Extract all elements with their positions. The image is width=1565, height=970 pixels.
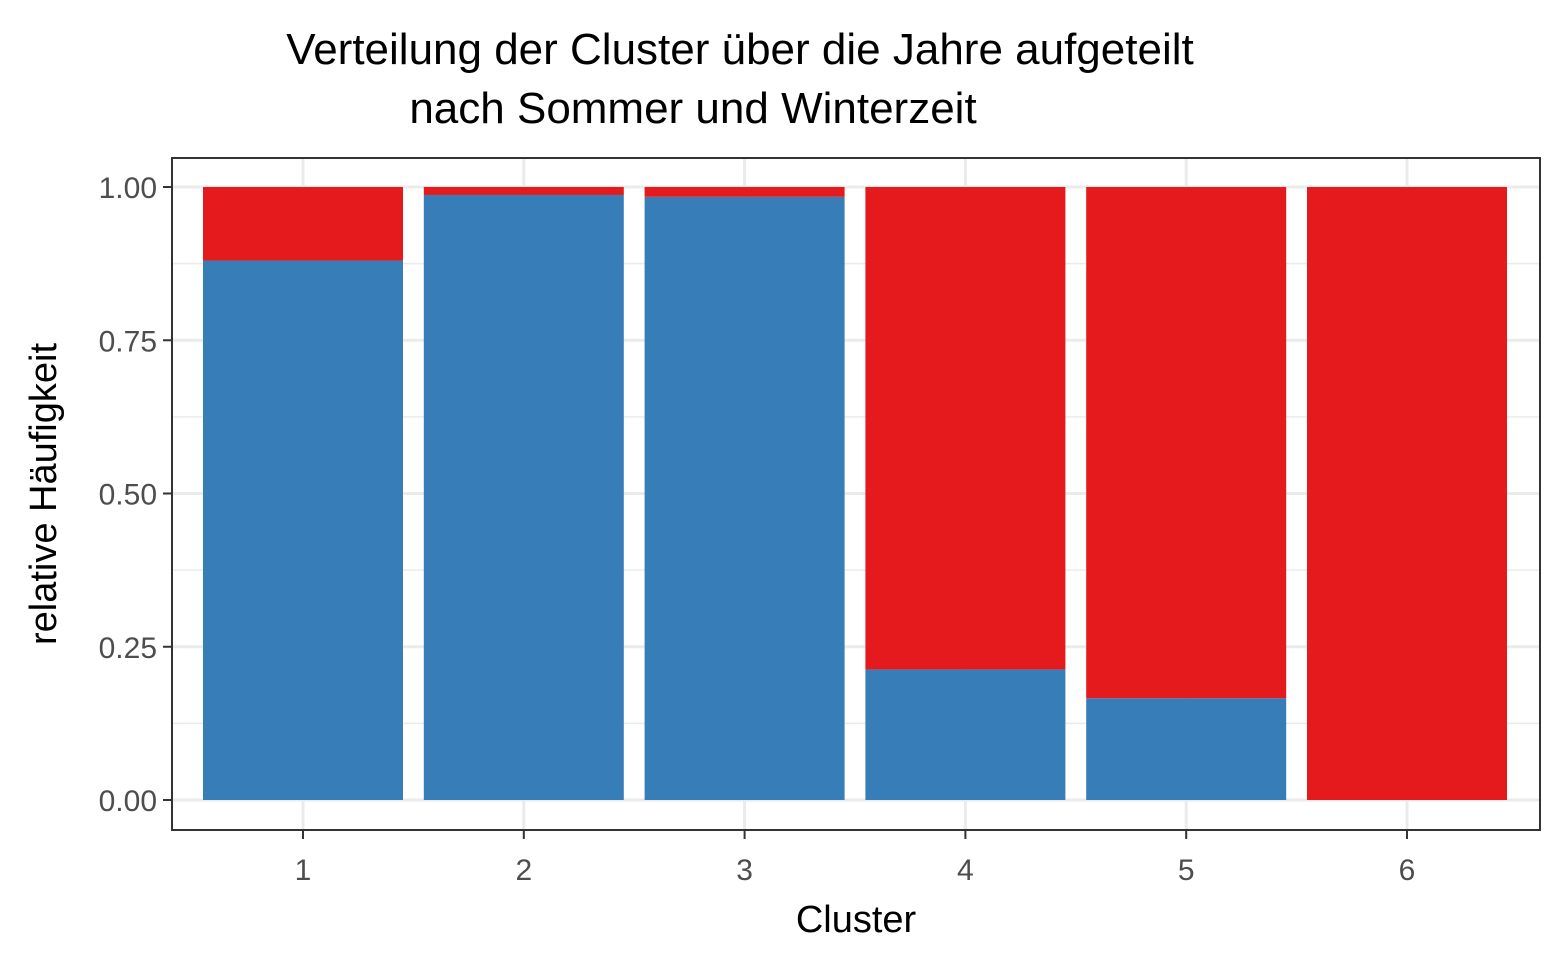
bar-segment-cluster-3-series-1: [644, 196, 845, 801]
y-tick-label: 0.50: [99, 479, 157, 512]
x-tick-label: 5: [1178, 854, 1195, 887]
bar-segment-cluster-6-series-2: [1307, 187, 1507, 800]
x-axis: 1 2 3 4 5 6: [295, 830, 1416, 887]
x-tick-label: 6: [1399, 854, 1416, 887]
bars-layer: [203, 187, 1507, 801]
y-tick-label: 0.25: [99, 632, 157, 665]
bar-segment-cluster-5-series-2: [1086, 187, 1287, 699]
x-axis-title: Cluster: [796, 899, 917, 941]
y-tick-label: 1.00: [99, 172, 157, 205]
y-tick-label: 0.75: [99, 325, 157, 358]
y-axis-title: relative Häufigkeit: [23, 343, 65, 645]
x-tick-label: 4: [957, 854, 974, 887]
bar-segment-cluster-1-series-2: [203, 187, 403, 261]
x-tick-label: 3: [736, 854, 753, 887]
y-tick-label: 0.00: [99, 785, 157, 818]
bar-segment-cluster-5-series-1: [1086, 698, 1287, 800]
x-tick-label: 1: [295, 854, 312, 887]
x-tick-label: 2: [515, 854, 532, 887]
bar-segment-cluster-2-series-1: [423, 194, 624, 800]
bar-segment-cluster-4-series-1: [865, 669, 1066, 800]
bar-segment-cluster-4-series-2: [865, 187, 1066, 670]
bar-segment-cluster-2-series-2: [423, 187, 624, 195]
chart-title: Verteilung der Cluster über die Jahre au…: [286, 25, 1193, 74]
bar-segment-cluster-3-series-2: [644, 187, 845, 197]
bar-segment-cluster-1-series-1: [203, 260, 403, 800]
chart-subtitle: nach Sommer und Winterzeit: [409, 84, 976, 133]
y-axis: 0.00 0.25 0.50 0.75 1.00: [99, 172, 172, 818]
